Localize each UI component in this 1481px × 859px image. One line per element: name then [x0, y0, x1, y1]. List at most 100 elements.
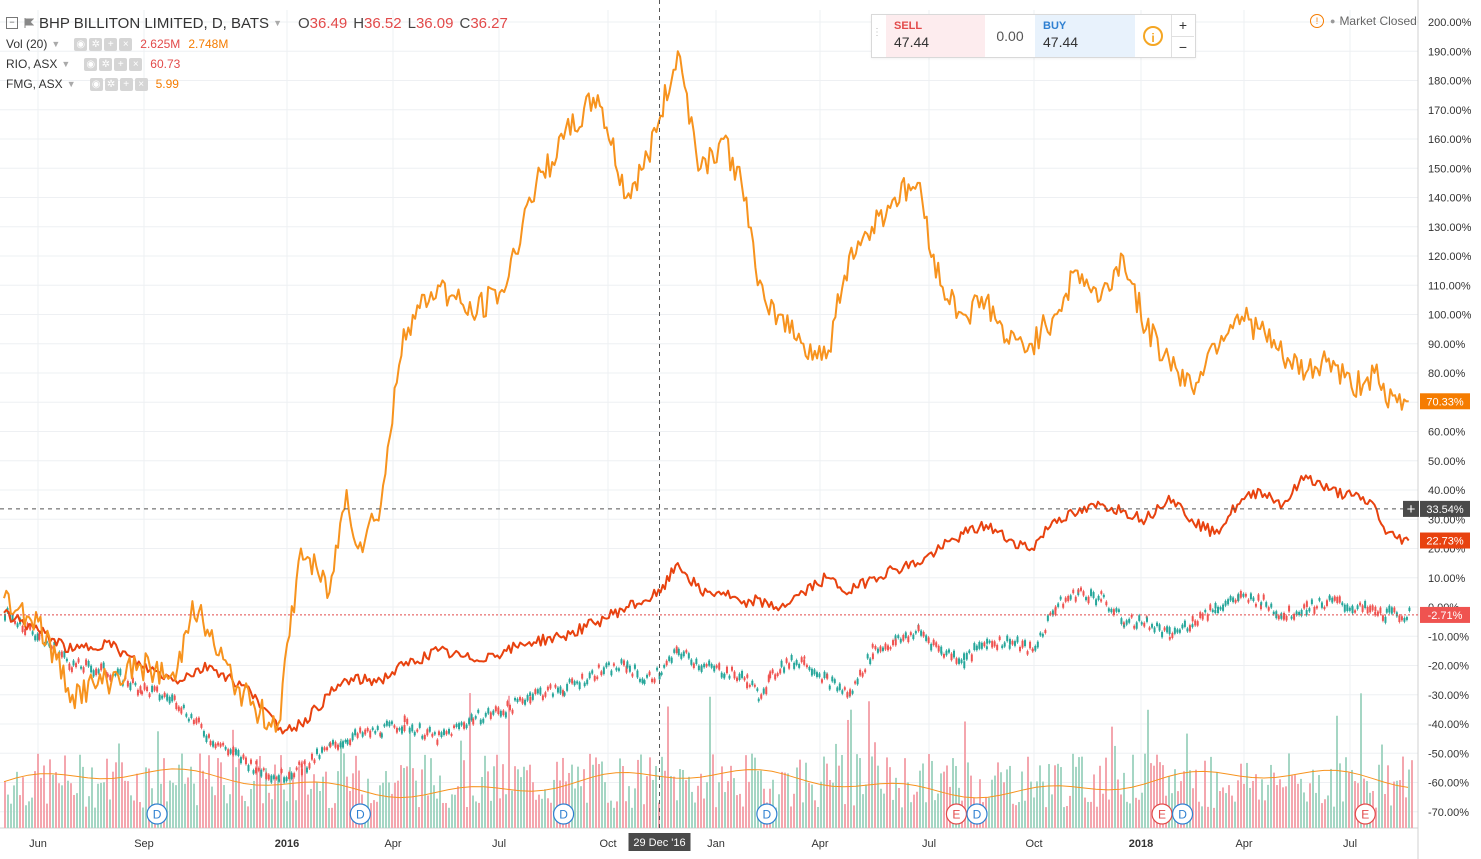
volume-bar — [772, 779, 774, 828]
volume-bar — [325, 771, 327, 828]
candle — [448, 729, 451, 734]
volume-bar — [1123, 772, 1125, 828]
close-icon[interactable]: × — [129, 57, 143, 71]
flag-icon[interactable] — [24, 18, 34, 28]
dividend-marker[interactable]: D — [349, 803, 371, 825]
volume-bar — [241, 795, 243, 828]
info-icon[interactable]: i — [1143, 26, 1163, 46]
info-button[interactable]: i — [1135, 15, 1171, 57]
close-icon[interactable]: × — [119, 37, 133, 51]
volume-bar — [637, 759, 639, 828]
eye-icon[interactable]: ◉ — [74, 37, 88, 51]
candle — [321, 747, 324, 753]
volume-bar — [1282, 787, 1284, 828]
plus-icon[interactable]: + — [114, 57, 128, 71]
candle — [1188, 625, 1191, 632]
candle — [146, 686, 149, 692]
candle — [60, 651, 63, 658]
symbol-title[interactable]: BHP BILLITON LIMITED, D, BATS — [39, 14, 270, 32]
candle — [385, 720, 388, 726]
market-status-label: Market Closed — [1339, 14, 1417, 28]
market-status[interactable]: ! ● Market Closed — [1310, 14, 1417, 28]
event-circle — [146, 803, 168, 825]
fmg-compare-legend[interactable]: FMG, ASX ▼ ◉ ✲ + × 5.99 — [6, 74, 508, 94]
earnings-marker[interactable]: E — [1151, 803, 1173, 825]
volume-bar — [352, 773, 354, 828]
volume-bar — [1213, 807, 1215, 828]
plus-icon[interactable]: + — [119, 77, 133, 91]
dividend-marker[interactable]: D — [756, 803, 778, 825]
sell-button[interactable]: SELL 47.44 — [886, 15, 985, 57]
earnings-marker[interactable]: E — [945, 803, 968, 825]
volume-bar — [379, 785, 381, 828]
volume-bar — [169, 780, 171, 828]
volume-bar — [295, 800, 297, 828]
dividend-marker[interactable]: D — [552, 803, 575, 825]
volume-study-legend[interactable]: Vol (20) ▼ ◉ ✲ + × 2.625M 2.748M — [6, 34, 508, 54]
drag-handle-icon[interactable]: ⋮⋮ — [872, 27, 892, 38]
chevron-down-icon[interactable]: ▼ — [273, 18, 282, 28]
volume-bar — [1144, 753, 1146, 828]
candle — [897, 635, 900, 639]
candle — [1102, 594, 1105, 598]
event-label: D — [763, 808, 772, 822]
volume-bar — [724, 792, 726, 828]
dividend-marker[interactable]: D — [1171, 803, 1194, 825]
volume-bar — [358, 770, 360, 828]
candle — [175, 702, 178, 710]
candle — [50, 646, 53, 649]
decrease-button[interactable]: − — [1172, 35, 1194, 58]
volume-bar — [610, 800, 612, 828]
collapse-icon[interactable]: − — [6, 17, 18, 29]
buy-price: 47.44 — [1043, 34, 1079, 50]
gear-icon[interactable]: ✲ — [104, 77, 118, 91]
volume-bar — [1024, 800, 1026, 828]
candle — [1016, 636, 1019, 643]
buy-button[interactable]: BUY 47.44 — [1035, 15, 1135, 57]
candle — [751, 680, 754, 686]
volume-bar — [520, 777, 522, 828]
volume-bar — [721, 766, 723, 828]
chevron-down-icon[interactable]: ▼ — [51, 39, 61, 49]
chevron-down-icon[interactable]: ▼ — [61, 59, 71, 69]
candle — [1034, 645, 1037, 651]
volume-bar — [583, 769, 585, 828]
eye-icon[interactable]: ◉ — [84, 57, 98, 71]
eye-icon[interactable]: ◉ — [89, 77, 103, 91]
volume-bar — [649, 757, 651, 828]
x-tick-label: Jul — [922, 838, 936, 850]
candle — [660, 672, 663, 675]
candle — [1390, 607, 1393, 614]
main-series-legend[interactable]: − BHP BILLITON LIMITED, D, BATS ▼ O 36.49… — [6, 12, 508, 34]
volume-bar — [1090, 801, 1092, 828]
gear-icon[interactable]: ✲ — [89, 37, 103, 51]
candle — [1308, 608, 1311, 612]
plus-icon[interactable]: + — [104, 37, 118, 51]
volume-bar — [1261, 779, 1263, 828]
rio-label[interactable]: RIO, ASX — [6, 57, 58, 71]
candle — [1354, 610, 1357, 613]
close-icon[interactable]: × — [134, 77, 148, 91]
gear-icon[interactable]: ✲ — [99, 57, 113, 71]
candle — [864, 669, 867, 673]
y-tick-label: -60.00% — [1428, 778, 1469, 790]
rio-compare-legend[interactable]: RIO, ASX ▼ ◉ ✲ + × 60.73 — [6, 54, 508, 74]
increase-button[interactable]: + — [1178, 17, 1188, 33]
volume-bar — [1018, 802, 1020, 828]
candle — [665, 660, 668, 666]
volume-label[interactable]: Vol (20) — [6, 37, 48, 51]
chevron-down-icon[interactable]: ▼ — [66, 79, 76, 89]
alert-icon[interactable]: ! — [1310, 14, 1324, 28]
candle — [793, 662, 796, 669]
candle — [705, 664, 708, 667]
volume-bar — [1270, 764, 1272, 828]
candle — [1090, 589, 1093, 596]
volume-bar — [1135, 797, 1137, 828]
dividend-marker[interactable]: D — [966, 803, 988, 825]
fmg-label[interactable]: FMG, ASX — [6, 77, 63, 91]
earnings-marker[interactable]: E — [1354, 803, 1376, 825]
dividend-marker[interactable]: D — [146, 803, 168, 825]
candle — [914, 631, 917, 634]
candle — [790, 654, 793, 661]
